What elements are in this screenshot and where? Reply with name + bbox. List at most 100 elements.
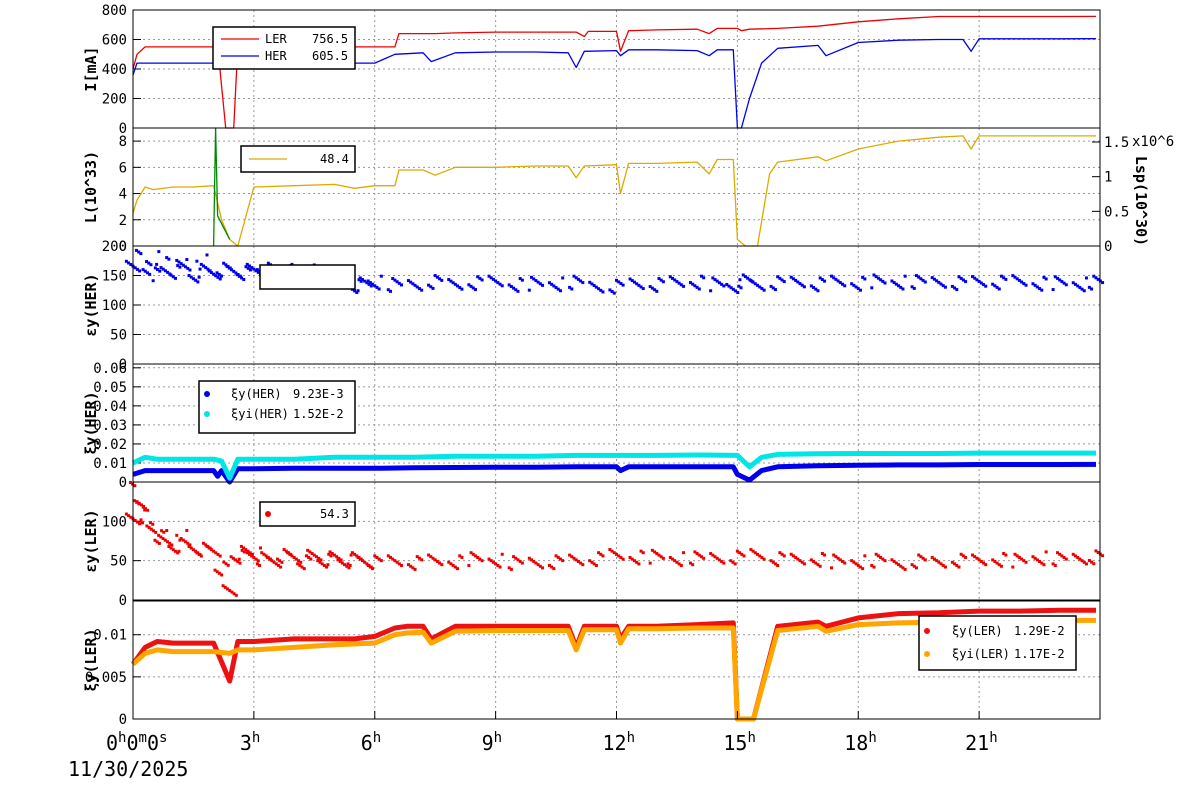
data-point <box>570 555 574 559</box>
data-point <box>215 570 219 574</box>
data-point <box>657 277 661 281</box>
data-point <box>861 275 865 279</box>
data-point <box>794 555 798 559</box>
data-point <box>280 560 284 564</box>
data-point <box>809 558 813 562</box>
data-point <box>832 276 836 280</box>
data-point <box>791 554 795 558</box>
data-point <box>1062 281 1066 285</box>
data-point <box>932 277 936 281</box>
data-point <box>959 552 963 556</box>
data-point <box>232 592 236 596</box>
data-point <box>961 554 965 558</box>
data-point <box>202 541 206 545</box>
data-point <box>191 548 195 552</box>
data-point <box>655 552 659 556</box>
data-point <box>709 552 713 556</box>
legend-name: ξyi(HER) <box>231 407 289 421</box>
data-point <box>406 279 410 283</box>
data-point <box>417 556 421 560</box>
data-point <box>863 554 867 558</box>
legend-value: 48.4 <box>320 152 349 166</box>
data-point <box>435 275 439 279</box>
x-tick-part: 0 <box>126 731 138 755</box>
data-point <box>332 553 336 557</box>
data-point <box>894 561 898 565</box>
data-point <box>762 288 766 292</box>
data-point <box>228 589 232 593</box>
data-point <box>300 565 304 569</box>
data-point <box>914 566 918 570</box>
series-line-2 <box>131 450 1096 481</box>
data-point <box>950 560 954 564</box>
data-point <box>753 282 757 286</box>
data-point <box>957 565 961 569</box>
data-point <box>262 552 266 556</box>
data-point <box>151 279 155 283</box>
data-point <box>496 281 500 285</box>
data-point <box>188 268 192 272</box>
series-line-2 <box>131 617 1096 722</box>
data-point <box>242 550 246 554</box>
data-point <box>650 286 654 290</box>
data-point <box>516 558 520 562</box>
data-point <box>222 560 226 564</box>
data-point <box>800 283 804 287</box>
data-point <box>731 287 735 291</box>
data-point <box>467 283 471 287</box>
x-tick-part: s <box>159 730 167 746</box>
data-point <box>812 559 816 563</box>
data-point <box>641 551 645 555</box>
data-point <box>852 560 856 564</box>
data-point <box>254 557 258 561</box>
data-point <box>469 284 473 288</box>
data-point <box>330 552 334 556</box>
data-point <box>883 559 887 563</box>
data-point <box>325 565 329 569</box>
x-tick-label: 0h0m0s <box>106 730 167 755</box>
data-point <box>393 559 397 563</box>
data-point <box>191 277 195 281</box>
data-point <box>697 287 701 291</box>
data-point <box>527 288 531 292</box>
data-point <box>219 274 223 278</box>
legend-box <box>259 501 356 527</box>
data-point <box>133 266 137 270</box>
data-point <box>399 563 403 567</box>
data-point <box>327 552 331 556</box>
legend-value: 756.5 <box>312 32 348 46</box>
data-point <box>298 563 302 567</box>
data-point <box>471 552 475 556</box>
y-tick-label: 800 <box>102 3 127 19</box>
data-point <box>550 565 554 569</box>
data-point <box>547 281 551 285</box>
data-point <box>695 285 699 289</box>
legend-swatch <box>265 511 271 517</box>
data-point <box>597 551 601 555</box>
data-point <box>480 278 484 282</box>
data-point <box>231 556 235 560</box>
y-axis-label: ξy(LER) <box>82 628 100 691</box>
data-point <box>997 287 1001 291</box>
data-point <box>547 563 551 567</box>
data-point <box>141 505 145 509</box>
data-point <box>1094 276 1098 280</box>
data-point <box>999 564 1003 568</box>
data-point <box>368 281 372 285</box>
y-axis-label: εy(LER) <box>82 509 100 572</box>
data-point <box>637 562 641 566</box>
data-point <box>156 268 160 272</box>
data-point <box>232 269 236 273</box>
data-point <box>379 274 383 278</box>
data-point <box>1080 559 1084 563</box>
data-point <box>320 562 324 566</box>
data-point <box>161 267 165 271</box>
data-point <box>197 275 201 279</box>
data-point <box>157 250 161 254</box>
data-point <box>1071 552 1075 556</box>
data-point <box>1024 283 1028 287</box>
data-point <box>248 551 252 555</box>
legend-swatch <box>204 411 210 417</box>
data-point <box>971 553 975 557</box>
data-point <box>818 276 822 280</box>
